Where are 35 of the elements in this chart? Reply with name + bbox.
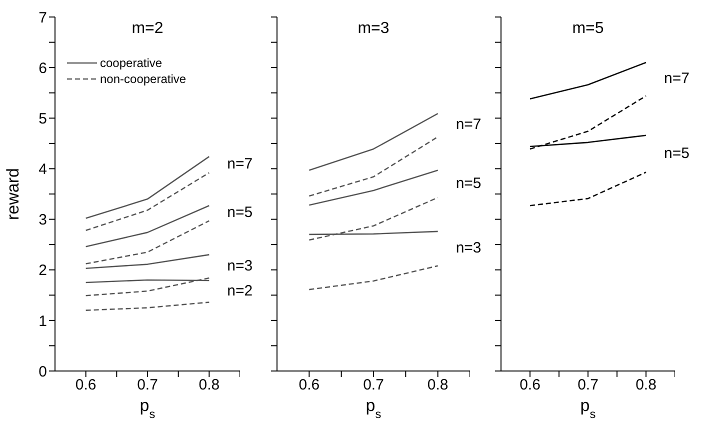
y-tick-label: 2 [38, 262, 47, 280]
x-tick-label: 0.7 [363, 376, 384, 394]
x-tick-label: 0.7 [578, 376, 598, 394]
annotation: n=7 [664, 70, 690, 88]
y-axis-title: reward [3, 168, 22, 220]
x-tick-label: 0.6 [520, 376, 540, 394]
y-tick-label: 1 [38, 312, 47, 330]
y-tick-label: 0 [38, 363, 47, 380]
legend-label: non-cooperative [100, 72, 186, 86]
y-tick-label: 7 [38, 9, 47, 26]
chart-title: m=2 [130, 20, 164, 38]
annotation: n=7 [227, 156, 253, 173]
annotation: n=5 [227, 204, 253, 222]
y-tick-label: 4 [38, 161, 47, 178]
x-tick-label: 0.8 [636, 376, 656, 394]
annotation: n=5 [456, 174, 482, 192]
legend-label: cooperative [100, 56, 162, 70]
annotation: n=7 [456, 116, 482, 134]
x-axis-title: p$_{s}$ [366, 396, 382, 421]
y-tick-label: 5 [38, 110, 47, 128]
y-tick-label: 6 [38, 60, 47, 77]
x-axis-title: p$_{s}$ [140, 396, 156, 421]
annotation: n=3 [456, 240, 482, 257]
x-axis-title: p$_{s}$ [580, 396, 596, 421]
chart-title: m=3 [356, 20, 390, 38]
x-tick-label: 0.8 [198, 376, 220, 394]
x-tick-label: 0.6 [75, 376, 96, 394]
x-tick-label: 0.8 [427, 376, 448, 394]
annotation: n=3 [227, 257, 253, 274]
x-tick-label: 0.7 [137, 376, 158, 394]
x-tick-label: 0.6 [298, 376, 320, 394]
annotation: n=5 [664, 144, 690, 162]
chart-title: m=5 [571, 20, 605, 38]
annotation: n=2 [227, 282, 253, 300]
y-tick-label: 3 [38, 212, 47, 229]
